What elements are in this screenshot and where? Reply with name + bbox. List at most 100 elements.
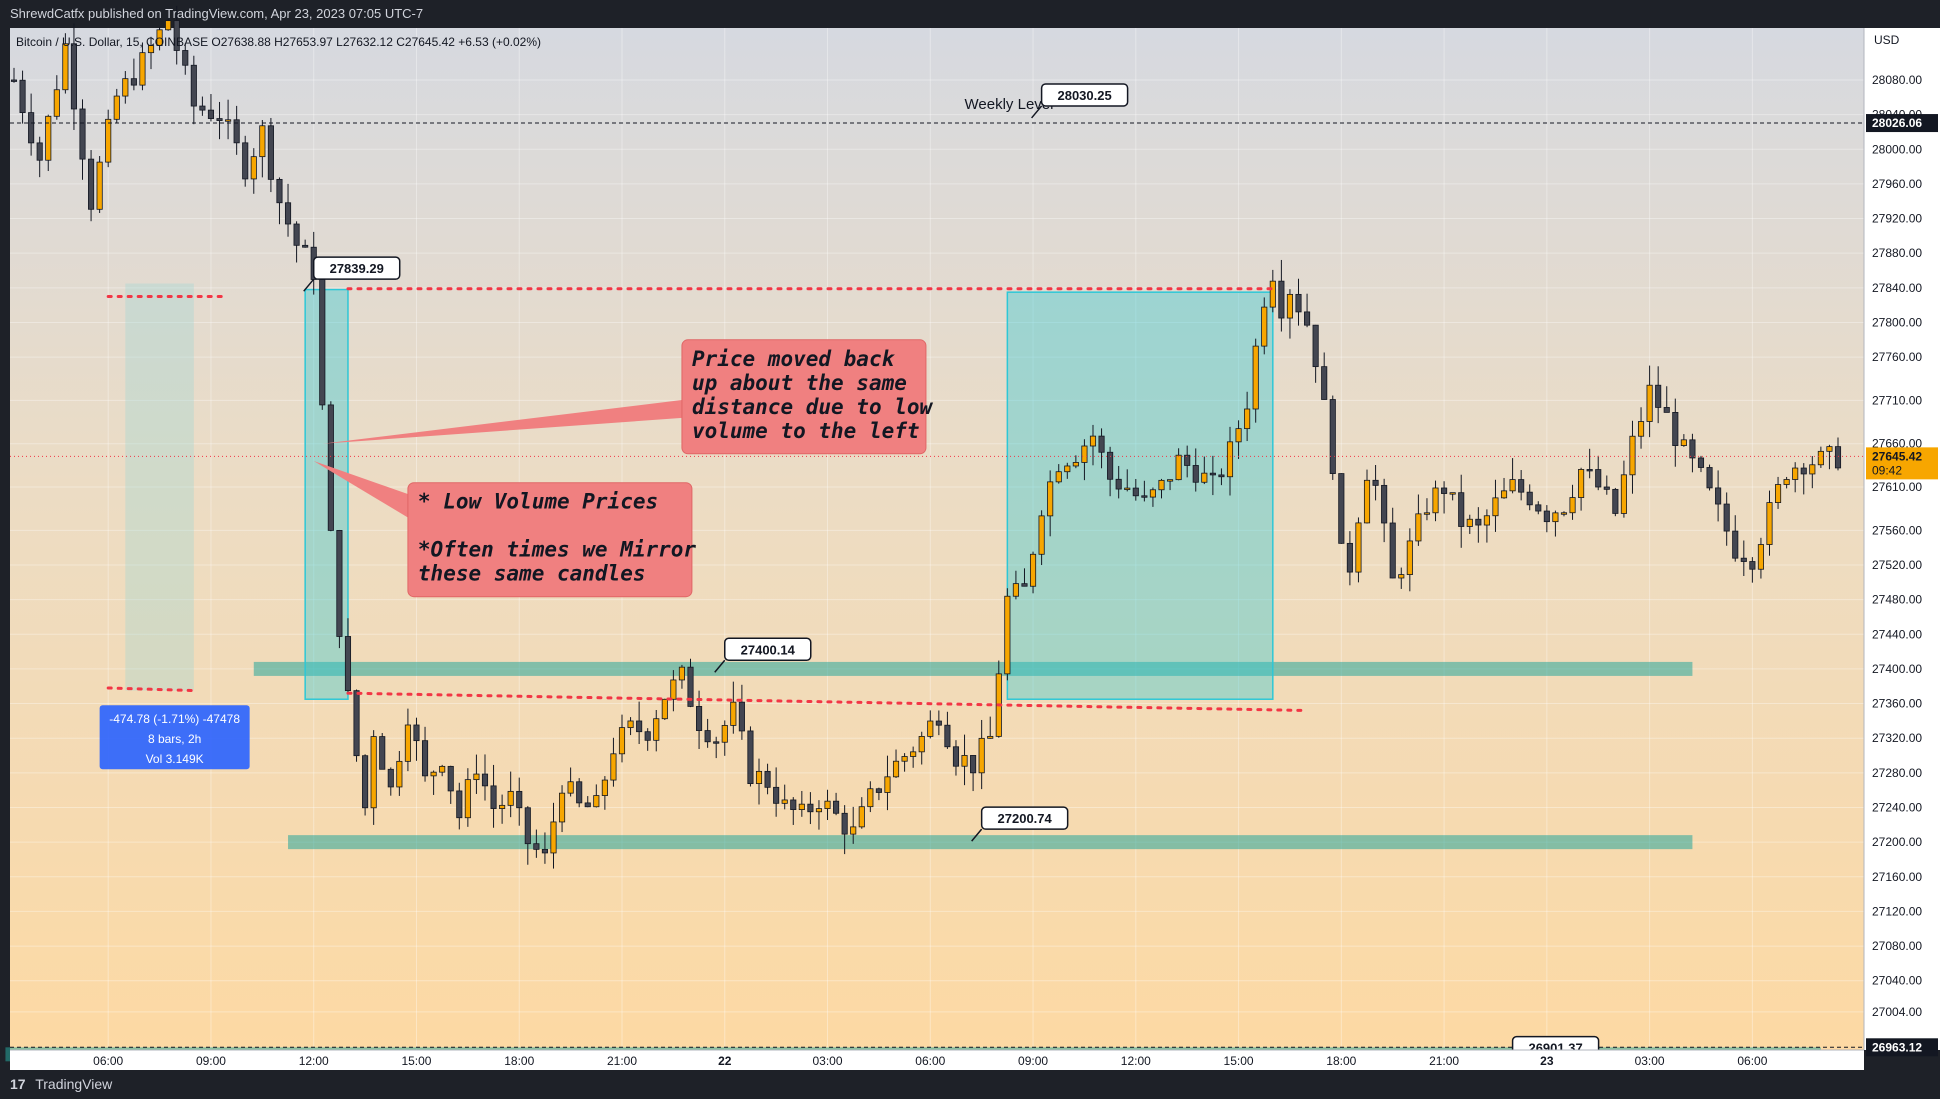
price-moved-note-box [681, 339, 927, 455]
notes-layer: 28030.2527839.2927400.1427200.7426901.37… [99, 83, 1600, 1070]
candle-body [704, 730, 711, 743]
candle-body [1304, 311, 1311, 326]
candle-body [601, 779, 608, 796]
candle-body [370, 736, 377, 809]
candle-body [1218, 474, 1225, 478]
publisher-bar: ShrewdCatfx published on TradingView.com… [0, 0, 1940, 28]
candle-body [122, 78, 129, 97]
candle-body [156, 29, 163, 46]
time-tick-label: 21:00 [607, 1054, 637, 1068]
candle-body [1629, 435, 1636, 476]
candle-body [627, 720, 634, 729]
low-callout-box [980, 806, 1069, 830]
price-tick-label: 27960.00 [1872, 177, 1922, 191]
candle-body [1141, 495, 1148, 498]
time-axis[interactable]: 06:00 09:00 12:00 15:00 18:00 21:00 22 03:00 06:… [10, 1049, 1864, 1070]
candle-body [1466, 518, 1473, 527]
weekly-level-axis-text: 28026.06 [1872, 116, 1922, 130]
candle-body [678, 666, 685, 681]
candle-body [1149, 489, 1156, 498]
time-tick-label: 23 [1540, 1054, 1554, 1068]
candle-body [353, 690, 360, 757]
price-tick-label: 27800.00 [1872, 315, 1922, 329]
candle-body [1107, 451, 1114, 480]
zone-27200 [288, 835, 1693, 850]
candle-body [1518, 479, 1525, 493]
candle-body [1115, 478, 1122, 490]
price-tick-label: 27280.00 [1872, 766, 1922, 780]
candle-body [1826, 446, 1833, 452]
price-tick-label: 27560.00 [1872, 523, 1922, 537]
candle-body [1038, 515, 1045, 555]
time-tick-label: 22 [718, 1054, 732, 1068]
current-price-axis-tag [1866, 447, 1938, 480]
price-tick-label: 27360.00 [1872, 697, 1922, 711]
low-volume-note-line: *Often times we Mirror [418, 538, 697, 562]
candle-body [559, 792, 566, 823]
candle-body [10, 79, 18, 82]
candle-body [1081, 445, 1088, 463]
candle-body [1578, 469, 1585, 498]
candle-body [1338, 473, 1345, 544]
candle-body [216, 118, 223, 121]
high-callout-box [312, 256, 401, 280]
time-tick-label: 18:00 [504, 1054, 534, 1068]
candle-body [1372, 479, 1379, 486]
candles-layer[interactable] [10, 5, 1842, 869]
price-tick-label: 27240.00 [1872, 800, 1922, 814]
tradingview-logo-icon[interactable]: 17 [10, 1076, 26, 1092]
candle-body [336, 530, 343, 637]
price-axis[interactable]: USD28080.0028040.0028000.0027960.0027920… [1863, 28, 1940, 1057]
measure-line: Vol 3.149K [146, 752, 204, 766]
candle-body [884, 776, 891, 793]
candle-body [1586, 469, 1593, 472]
candle-body [79, 108, 86, 160]
candle-body [550, 821, 557, 854]
daily-level-axis-tag [1866, 1038, 1938, 1057]
price-tick-label: 27880.00 [1872, 246, 1922, 260]
candle-body [1244, 408, 1251, 430]
drop-box [304, 288, 349, 700]
candle-body [447, 765, 454, 792]
candle-body [1543, 510, 1550, 523]
candle-body [644, 731, 651, 741]
candle-body [53, 89, 60, 117]
low-volume-note-tail [313, 461, 410, 519]
candle-body [1132, 487, 1139, 497]
candle-body [670, 679, 677, 700]
candle-body [1637, 421, 1645, 437]
time-tick-label: 15:00 [401, 1054, 431, 1068]
price-tick-label: 27004.00 [1872, 1005, 1922, 1019]
candle-body [1329, 399, 1336, 474]
measure-line: 8 bars, 2h [148, 732, 201, 746]
price-moved-note-line: Price moved back [692, 347, 896, 371]
time-axis-bg [10, 1050, 1864, 1070]
tradingview-label: TradingView [35, 1076, 113, 1092]
candle-body [533, 843, 540, 850]
candle-body [1792, 467, 1799, 480]
candle-body [199, 105, 206, 111]
candle-body [276, 178, 283, 204]
time-tick-label: 06:00 [93, 1054, 123, 1068]
candle-body [833, 800, 840, 814]
candle-body [413, 724, 420, 742]
price-moved-note-line: volume to the left [692, 419, 920, 443]
weekly-callout-pointer [1031, 105, 1043, 119]
candle-body [139, 52, 146, 86]
price-chart[interactable]: Weekly LevelDaily Level 28030.2527839.29… [0, 0, 1940, 1070]
candle-body [1406, 540, 1413, 575]
price-tick-label: 28080.00 [1872, 73, 1922, 87]
time-tick-label: 09:00 [196, 1054, 226, 1068]
candle-body [1381, 484, 1388, 524]
candle-body [28, 112, 35, 144]
candle-body [173, 20, 180, 51]
candle-body [1655, 384, 1662, 408]
time-tick-label: 21:00 [1429, 1054, 1459, 1068]
price-tick-label: 28000.00 [1872, 142, 1922, 156]
candle-body [1663, 407, 1670, 413]
dotted-low-right [346, 691, 1309, 712]
candle-body [918, 736, 925, 753]
mid-callout-pointer [714, 659, 726, 673]
candle-body [147, 45, 155, 54]
candle-body [1689, 439, 1696, 459]
